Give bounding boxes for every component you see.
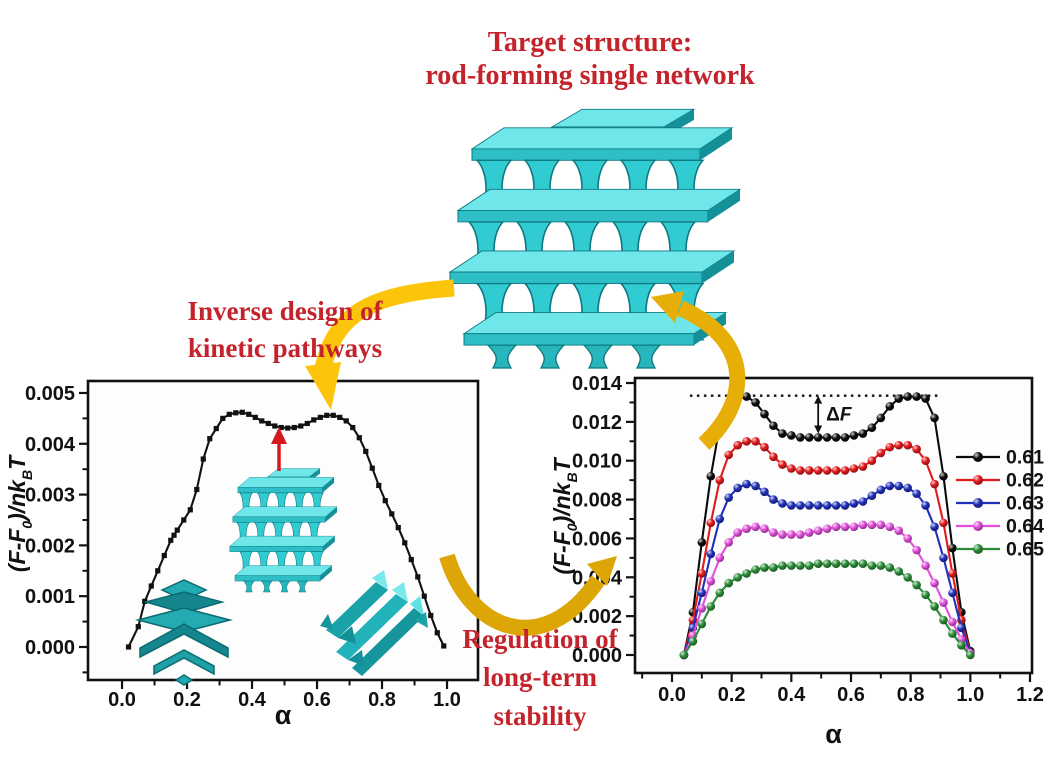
y-tick-label: 0.004 — [572, 567, 623, 589]
x-tick-label: 0.2 — [718, 684, 746, 706]
y-tick-label: 0.000 — [25, 637, 75, 659]
legend-label-0.62: 0.62 — [1006, 470, 1044, 492]
legend-label-0.63: 0.63 — [1006, 493, 1044, 515]
figure-title-line2: rod-forming single network — [425, 60, 755, 92]
y-tick-label: 0.012 — [572, 412, 622, 434]
x-axis-label: α — [825, 719, 842, 749]
x-tick-label: 1.2 — [1016, 684, 1044, 706]
x-tick-label: 0.6 — [303, 689, 331, 711]
figure-title-line1: Target structure: — [487, 27, 693, 58]
x-tick-label: 0.0 — [658, 684, 686, 706]
regulation-label: Regulation of long-term stability — [462, 624, 618, 731]
x-tick-label: 1.0 — [956, 684, 984, 706]
y-tick-label: 0.002 — [25, 535, 75, 557]
x-tick-label: 0.0 — [108, 689, 136, 711]
inverse-design-label: Inverse design of kinetic pathways — [187, 296, 383, 363]
x-tick-label: 1.0 — [433, 689, 461, 711]
legend-label-0.65: 0.65 — [1006, 539, 1044, 561]
figure-title: Target structure: rod-forming single net… — [400, 26, 780, 92]
x-tick-label: 0.6 — [837, 684, 865, 706]
legend-label-0.61: 0.61 — [1006, 447, 1044, 469]
delta-f-label: ΔF — [826, 405, 853, 426]
x-tick-label: 0.4 — [238, 689, 267, 711]
central-structure — [450, 109, 740, 368]
y-tick-label: 0.003 — [25, 485, 75, 507]
y-tick-label: 0.008 — [572, 490, 622, 512]
legend-label-0.64: 0.64 — [1006, 516, 1044, 538]
y-axis-label: (F-F0)/nkBT — [4, 454, 35, 572]
x-tick-label: 0.2 — [173, 689, 201, 711]
y-tick-label: 0.014 — [572, 373, 623, 395]
y-tick-label: 0.005 — [25, 383, 75, 405]
y-axis-label: (F-F0)/nkBT — [549, 456, 580, 574]
y-tick-label: 0.006 — [572, 528, 622, 550]
x-axis-label: α — [275, 700, 292, 730]
x-tick-label: 0.8 — [897, 684, 925, 706]
y-tick-label: 0.000 — [572, 645, 622, 667]
x-tick-label: 0.4 — [777, 684, 806, 706]
y-tick-label: 0.001 — [25, 586, 75, 608]
y-tick-label: 0.010 — [572, 451, 622, 473]
x-tick-label: 0.8 — [368, 689, 396, 711]
y-tick-label: 0.004 — [25, 434, 76, 456]
